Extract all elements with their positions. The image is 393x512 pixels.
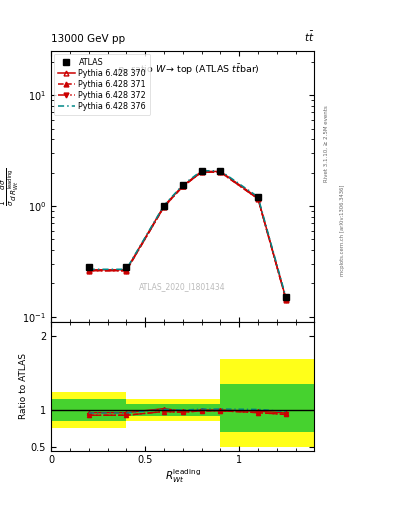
Pythia 6.428 370 <box>162 203 166 209</box>
Pythia 6.428 372 <box>162 204 166 210</box>
Pythia 6.428 371 <box>124 268 129 274</box>
Pythia 6.428 376 <box>180 182 185 188</box>
Text: mcplots.cern.ch [arXiv:1306.3436]: mcplots.cern.ch [arXiv:1306.3436] <box>340 185 345 276</box>
Text: $t\bar{t}$: $t\bar{t}$ <box>304 29 314 44</box>
ATLAS <box>218 168 223 175</box>
Legend: ATLAS, Pythia 6.428 370, Pythia 6.428 371, Pythia 6.428 372, Pythia 6.428 376: ATLAS, Pythia 6.428 370, Pythia 6.428 37… <box>53 54 150 115</box>
Pythia 6.428 376 <box>255 194 260 200</box>
Pythia 6.428 370 <box>124 267 129 273</box>
Pythia 6.428 376 <box>284 295 288 301</box>
Pythia 6.428 372 <box>218 169 223 175</box>
Pythia 6.428 372 <box>255 196 260 202</box>
Pythia 6.428 376 <box>218 167 223 174</box>
Y-axis label: $\frac{1}{\sigma}\frac{d\sigma}{d\,R_{Wt}^{\rm leading}}$: $\frac{1}{\sigma}\frac{d\sigma}{d\,R_{Wt… <box>0 167 21 206</box>
X-axis label: $R_{Wt}^{\rm leading}$: $R_{Wt}^{\rm leading}$ <box>165 467 201 485</box>
Text: ATLAS_2020_I1801434: ATLAS_2020_I1801434 <box>140 282 226 291</box>
ATLAS <box>124 264 129 270</box>
Pythia 6.428 376 <box>162 202 166 208</box>
Pythia 6.428 372 <box>180 183 185 189</box>
Pythia 6.428 371 <box>199 169 204 175</box>
Y-axis label: Ratio to ATLAS: Ratio to ATLAS <box>19 353 28 419</box>
ATLAS <box>86 264 91 270</box>
ATLAS <box>162 203 166 209</box>
ATLAS <box>199 168 204 175</box>
Pythia 6.428 370 <box>218 168 223 175</box>
Pythia 6.428 370 <box>284 296 288 303</box>
ATLAS <box>284 294 288 300</box>
Pythia 6.428 376 <box>124 266 129 272</box>
Pythia 6.428 372 <box>199 169 204 175</box>
Line: Pythia 6.428 370: Pythia 6.428 370 <box>86 169 288 302</box>
Text: 13000 GeV pp: 13000 GeV pp <box>51 33 125 44</box>
Text: Rivet 3.1.10, ≥ 2.5M events: Rivet 3.1.10, ≥ 2.5M events <box>324 105 329 182</box>
Pythia 6.428 371 <box>180 183 185 189</box>
Pythia 6.428 370 <box>255 195 260 201</box>
Text: $p_T$ ratio $W\!\rightarrow\!$ top (ATLAS $t\bar{t}$bar): $p_T$ ratio $W\!\rightarrow\!$ top (ATLA… <box>117 62 259 77</box>
Pythia 6.428 371 <box>218 169 223 175</box>
Pythia 6.428 372 <box>86 268 91 274</box>
Pythia 6.428 371 <box>284 297 288 303</box>
Line: Pythia 6.428 371: Pythia 6.428 371 <box>86 169 288 303</box>
Pythia 6.428 371 <box>255 196 260 202</box>
Pythia 6.428 372 <box>124 268 129 274</box>
Line: ATLAS: ATLAS <box>86 168 289 301</box>
ATLAS <box>180 182 185 188</box>
Pythia 6.428 376 <box>86 266 91 272</box>
Pythia 6.428 370 <box>86 267 91 273</box>
Pythia 6.428 371 <box>162 204 166 210</box>
Line: Pythia 6.428 376: Pythia 6.428 376 <box>89 170 286 298</box>
Pythia 6.428 370 <box>180 183 185 189</box>
Pythia 6.428 370 <box>199 168 204 175</box>
ATLAS <box>255 194 260 200</box>
Pythia 6.428 376 <box>199 167 204 174</box>
Line: Pythia 6.428 372: Pythia 6.428 372 <box>86 169 288 303</box>
Pythia 6.428 371 <box>86 268 91 274</box>
Pythia 6.428 372 <box>284 297 288 303</box>
